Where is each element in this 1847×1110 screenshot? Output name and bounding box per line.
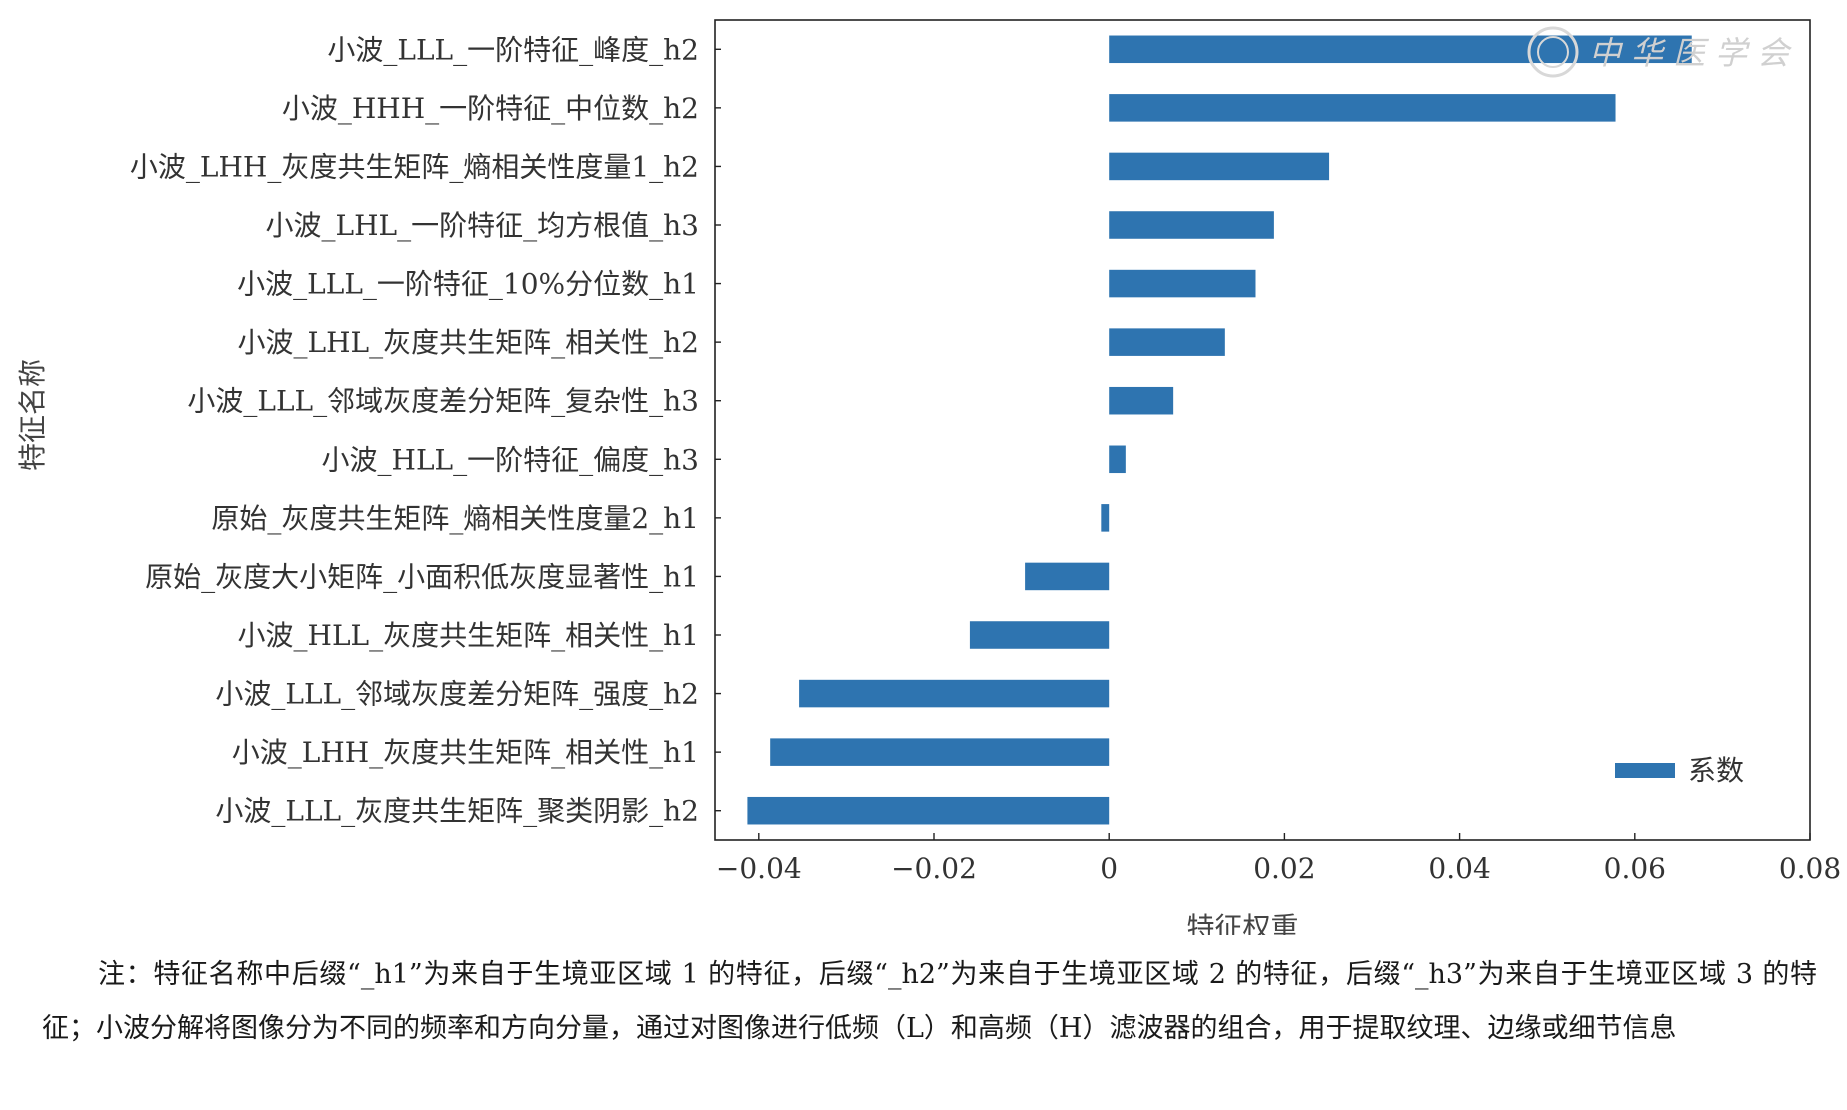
- bars-layer: [747, 35, 1692, 825]
- legend: 系数: [1615, 754, 1744, 787]
- x-tick-label: 0.08: [1779, 852, 1841, 885]
- bar: [747, 796, 1110, 825]
- bar: [1109, 94, 1616, 122]
- y-tick-label: 原始_灰度大小矩阵_小面积低灰度显著性_h1: [145, 560, 699, 593]
- x-tick-label: 0: [1100, 852, 1118, 885]
- bar-chart: 小波_LLL_一阶特征_峰度_h2 小波_HHH_一阶特征_中位数_h2 小波_LH…: [16, 19, 1841, 935]
- bar: [1109, 269, 1256, 298]
- bar: [1109, 211, 1274, 239]
- y-tick-label: 小波_LHL_灰度共生矩阵_相关性_h2: [238, 326, 699, 359]
- x-axis-label: 特征权重: [1186, 911, 1298, 935]
- bar: [1025, 562, 1110, 591]
- y-tick-label: 小波_LLL_一阶特征_峰度_h2: [327, 33, 699, 66]
- y-tick-label: 小波_HLL_一阶特征_偏度_h3: [322, 443, 699, 476]
- bar: [799, 679, 1110, 708]
- bar: [969, 621, 1110, 649]
- y-tick-label: 小波_LLL_邻域灰度差分矩阵_强度_h2: [215, 678, 699, 711]
- bar: [770, 738, 1110, 766]
- y-tick-label: 小波_LHL_一阶特征_均方根值_h3: [266, 209, 699, 242]
- watermark-text: 中华医学会: [1589, 34, 1799, 72]
- legend-label: 系数: [1688, 754, 1744, 787]
- x-tick-label: 0.04: [1428, 852, 1490, 885]
- x-tick-label: −0.02: [891, 852, 977, 885]
- y-tick-label: 小波_LHH_灰度共生矩阵_熵相关性度量1_h2: [130, 150, 699, 183]
- bar: [1109, 445, 1126, 474]
- y-axis-label: 特征名称: [16, 359, 49, 471]
- publisher-watermark: 中华医学会: [1527, 26, 1799, 78]
- plot-frame: [714, 19, 1811, 841]
- y-tick-label: 小波_LHH_灰度共生矩阵_相关性_h1: [232, 736, 699, 769]
- bar: [1101, 504, 1110, 532]
- bar: [1109, 386, 1174, 415]
- x-tick-label: 0.02: [1253, 852, 1315, 885]
- y-tick-label: 小波_HLL_灰度共生矩阵_相关性_h1: [238, 619, 699, 652]
- ticks-layer: [715, 48, 1811, 840]
- figure-note: 注：特征名称中后缀“_h1”为来自于生境亚区域 1 的特征，后缀“_h2”为来自…: [42, 959, 1817, 1044]
- x-tick-label: −0.04: [716, 852, 802, 885]
- legend-swatch: [1615, 763, 1675, 778]
- bar: [1109, 328, 1225, 356]
- y-tick-label: 原始_灰度共生矩阵_熵相关性度量2_h1: [211, 502, 699, 535]
- y-tick-label: 小波_LLL_一阶特征_10%分位数_h1: [237, 268, 699, 301]
- figure: 小波_LLL_一阶特征_峰度_h2 小波_HHH_一阶特征_中位数_h2 小波_LH…: [16, 19, 1841, 935]
- bar: [1109, 152, 1330, 181]
- bar: [1109, 35, 1692, 64]
- y-tick-label: 小波_LLL_邻域灰度差分矩阵_复杂性_h3: [187, 385, 699, 418]
- y-tick-label: 小波_LLL_灰度共生矩阵_聚类阴影_h2: [215, 795, 699, 828]
- labels-layer: 小波_LLL_一阶特征_峰度_h2 小波_HHH_一阶特征_中位数_h2 小波_LH…: [130, 33, 1841, 885]
- x-tick-label: 0.06: [1604, 852, 1666, 885]
- y-tick-label: 小波_HHH_一阶特征_中位数_h2: [282, 92, 699, 125]
